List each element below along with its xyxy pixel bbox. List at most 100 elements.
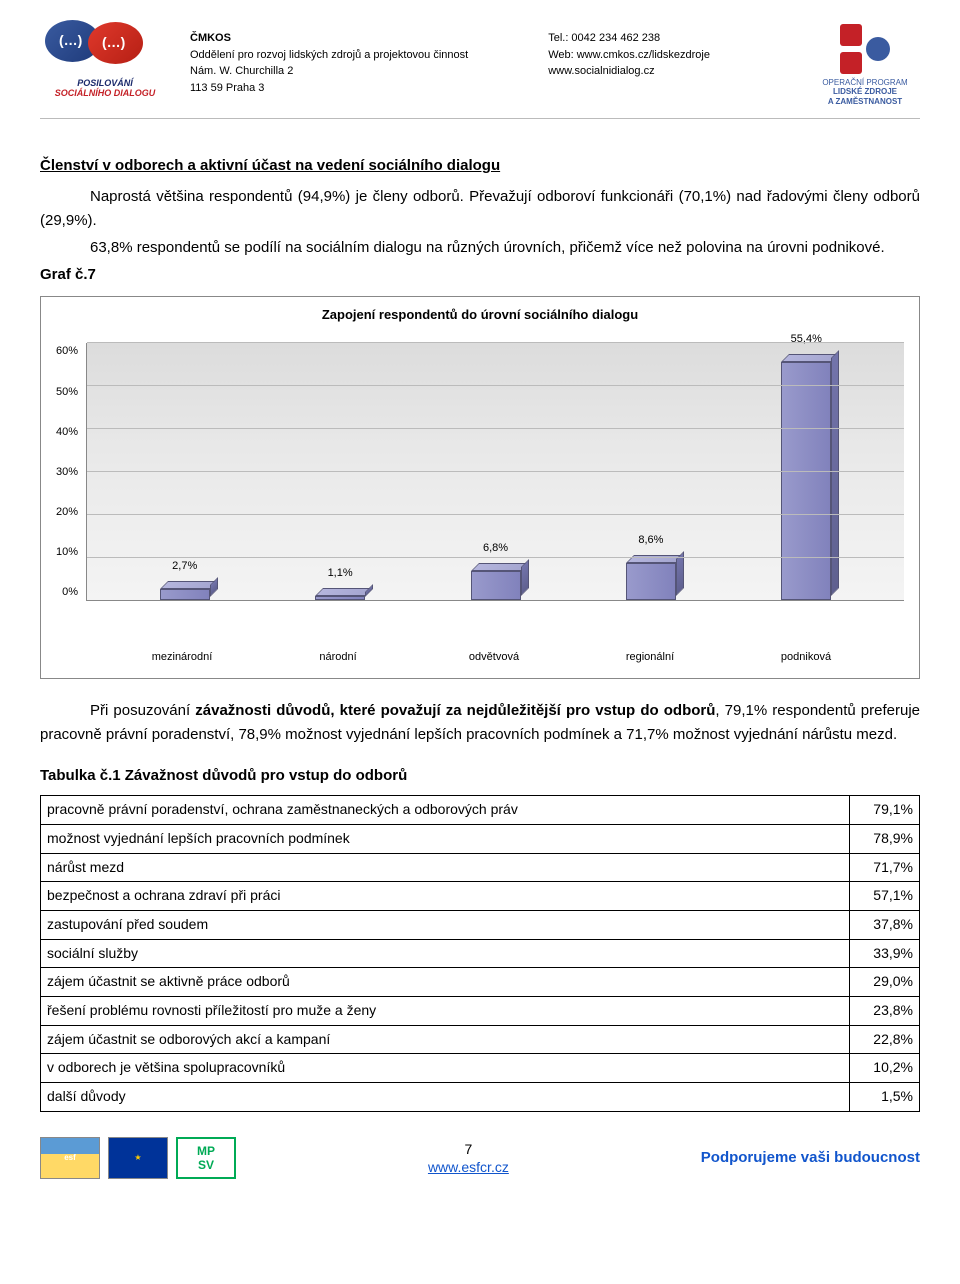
table-cell: zájem účastnit se odborových akcí a kamp… (41, 1025, 850, 1054)
org-name: ČMKOS (190, 30, 468, 47)
table-row: v odborech je většina spolupracovníků10,… (41, 1054, 920, 1083)
bar-value-label: 8,6% (638, 532, 663, 549)
op-text-2: LIDSKÉ ZDROJE (833, 87, 897, 97)
table-cell: možnost vyjednání lepších pracovních pod… (41, 824, 850, 853)
table-cell: pracovně právní poradenství, ochrana zam… (41, 796, 850, 825)
bar-regionální: 8,6% (611, 563, 691, 600)
p3-bold: závažnosti důvodů, které považují za nej… (195, 702, 715, 719)
bar-odvětvová: 6,8% (456, 571, 536, 600)
footer-center: 7 www.esfcr.cz (428, 1141, 509, 1175)
y-tick-label: 20% (56, 504, 78, 521)
mpsv-logo: MP SV (176, 1137, 236, 1179)
table-cell: další důvody (41, 1083, 850, 1112)
table-cell: 79,1% (850, 796, 920, 825)
table-row: pracovně právní poradenství, ochrana zam… (41, 796, 920, 825)
table-row: bezpečnost a ochrana zdraví při práci57,… (41, 882, 920, 911)
table-cell: 1,5% (850, 1083, 920, 1112)
bar-podniková: 55,4% (766, 362, 846, 600)
op-text-1: OPERAČNÍ PROGRAM (822, 78, 907, 88)
table-cell: 37,8% (850, 910, 920, 939)
x-tick-label: regionální (610, 649, 690, 666)
table-row: zastupování před soudem37,8% (41, 910, 920, 939)
esf-logo: esf (40, 1137, 100, 1179)
eu-logo: ★ (108, 1137, 168, 1179)
table-cell: 10,2% (850, 1054, 920, 1083)
section-title: Členství v odborech a aktivní účast na v… (40, 154, 920, 177)
x-tick-label: národní (298, 649, 378, 666)
paragraph-2: 63,8% respondentů se podílí na sociálním… (40, 236, 920, 259)
plot-area: 2,7% 1,1% 6,8% 8,6% 55,4% (86, 343, 904, 601)
table-cell: 71,7% (850, 853, 920, 882)
x-tick-label: podniková (766, 649, 846, 666)
header-text-block: ČMKOS Oddělení pro rozvoj lidských zdroj… (190, 20, 790, 96)
table-title-bold: Závažnost důvodů pro vstup do odborů (125, 767, 408, 784)
org-addr2: 113 59 Praha 3 (190, 80, 468, 97)
table-cell: nárůst mezd (41, 853, 850, 882)
org-web2: www.socialnidialog.cz (548, 63, 710, 80)
table-row: nárůst mezd71,7% (41, 853, 920, 882)
table-title: Tabulka č.1 Závažnost důvodů pro vstup d… (40, 764, 920, 787)
bar-mezinárodní: 2,7% (145, 589, 225, 601)
op-text-3: A ZAMĚSTNANOST (828, 97, 902, 107)
chart-title: Zapojení respondentů do úrovní sociálníh… (56, 305, 904, 325)
y-tick-label: 0% (56, 584, 78, 601)
gridline (87, 514, 904, 515)
x-axis-labels: mezinárodní národní odvětvová regionální pod… (56, 643, 904, 666)
table-cell: řešení problému rovnosti příležitostí pr… (41, 997, 850, 1026)
bar-value-label: 55,4% (791, 331, 822, 348)
org-dept: Oddělení pro rozvoj lidských zdrojů a pr… (190, 47, 468, 64)
paragraph-3: Při posuzování závažnosti důvodů, které … (40, 699, 920, 746)
table-row: možnost vyjednání lepších pracovních pod… (41, 824, 920, 853)
logo-op: OPERAČNÍ PROGRAM LIDSKÉ ZDROJE A ZAMĚSTN… (810, 20, 920, 110)
footer-link[interactable]: www.esfcr.cz (428, 1159, 509, 1175)
table-cell: 57,1% (850, 882, 920, 911)
logo-left-line2: SOCIÁLNÍHO DIALOGU (40, 88, 170, 98)
table-title-pre: Tabulka č.1 (40, 767, 125, 784)
table-row: další důvody1,5% (41, 1083, 920, 1112)
table-row: zájem účastnit se odborových akcí a kamp… (41, 1025, 920, 1054)
table-cell: bezpečnost a ochrana zdraví při práci (41, 882, 850, 911)
footer-slogan: Podporujeme vaši budoucnost (701, 1149, 920, 1166)
bar-value-label: 6,8% (483, 540, 508, 557)
gridline (87, 557, 904, 558)
gridline (87, 342, 904, 343)
table-row: sociální služby33,9% (41, 939, 920, 968)
y-tick-label: 10% (56, 544, 78, 561)
bar-value-label: 2,7% (172, 558, 197, 575)
paragraph-1: Naprostá většina respondentů (94,9%) je … (40, 185, 920, 232)
org-web1: Web: www.cmkos.cz/lidskezdroje (548, 47, 710, 64)
table-cell: 33,9% (850, 939, 920, 968)
footer-logos: esf ★ MP SV (40, 1137, 236, 1179)
gridline (87, 385, 904, 386)
org-tel: Tel.: 0042 234 462 238 (548, 30, 710, 47)
table-cell: zájem účastnit se aktivně práce odborů (41, 968, 850, 997)
table-row: řešení problému rovnosti příležitostí pr… (41, 997, 920, 1026)
p3-pre: Při posuzování (90, 702, 195, 719)
table-row: zájem účastnit se aktivně práce odborů29… (41, 968, 920, 997)
table-cell: v odborech je většina spolupracovníků (41, 1054, 850, 1083)
x-tick-label: mezinárodní (142, 649, 222, 666)
y-tick-label: 40% (56, 424, 78, 441)
table-cell: sociální služby (41, 939, 850, 968)
org-addr1: Nám. W. Churchilla 2 (190, 63, 468, 80)
gridline (87, 428, 904, 429)
y-tick-label: 30% (56, 464, 78, 481)
graf-label: Graf č.7 (40, 263, 920, 286)
page-header: (…) (…) POSILOVÁNÍ SOCIÁLNÍHO DIALOGU ČM… (40, 0, 920, 119)
bar-národní: 1,1% (300, 596, 380, 601)
content: Členství v odborech a aktivní účast na v… (40, 119, 920, 1112)
page-number: 7 (428, 1141, 509, 1157)
chart-container: Zapojení respondentů do úrovní sociálníh… (40, 296, 920, 679)
gridline (87, 471, 904, 472)
y-axis: 60% 50% 40% 30% 20% 10% 0% (56, 343, 86, 601)
y-tick-label: 60% (56, 343, 78, 360)
y-tick-label: 50% (56, 384, 78, 401)
table-cell: 78,9% (850, 824, 920, 853)
x-tick-label: odvětvová (454, 649, 534, 666)
bar-value-label: 1,1% (328, 565, 353, 582)
table-cell: 29,0% (850, 968, 920, 997)
table-cell: zastupování před soudem (41, 910, 850, 939)
table-cell: 22,8% (850, 1025, 920, 1054)
reasons-table: pracovně právní poradenství, ochrana zam… (40, 795, 920, 1112)
table-cell: 23,8% (850, 997, 920, 1026)
